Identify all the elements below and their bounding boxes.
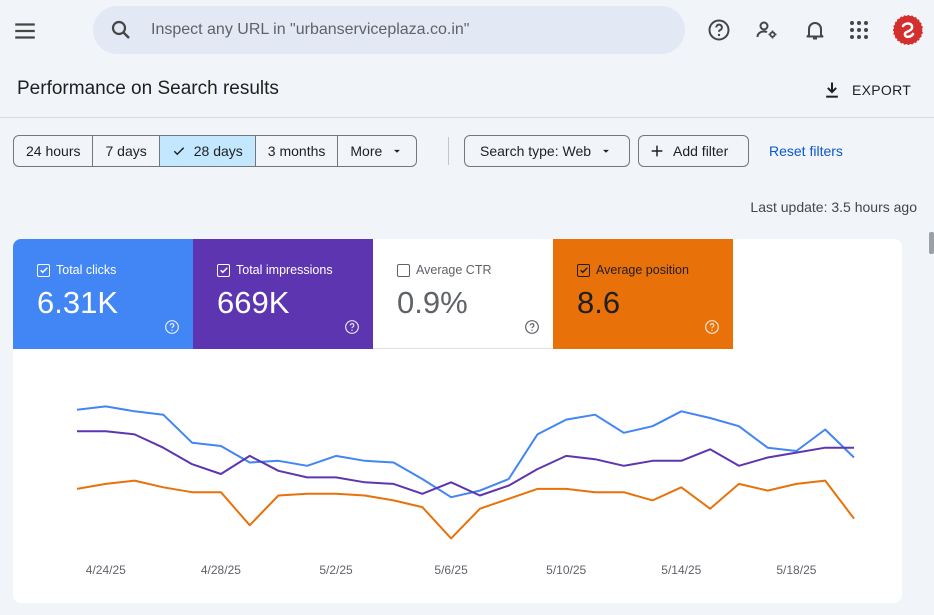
scrollbar-thumb[interactable] — [929, 232, 934, 254]
range-label: 24 hours — [26, 143, 81, 159]
plus-icon — [651, 145, 663, 157]
x-tick-label: 4/24/25 — [86, 563, 126, 577]
metric-value: 669K — [217, 285, 290, 320]
checkbox-checked-icon[interactable] — [217, 263, 230, 277]
metric-label: Average position — [596, 263, 689, 277]
date-range-selector: 24 hours 7 days 28 days 3 months More — [13, 135, 418, 167]
metric-value: 0.9% — [397, 285, 468, 320]
performance-card: Total clicks 6.31K Total impressions 669… — [13, 239, 902, 603]
apps-icon[interactable] — [847, 18, 871, 42]
search-type-filter[interactable]: Search type: Web — [464, 135, 630, 167]
add-filter-label: Add filter — [673, 143, 729, 159]
download-icon — [826, 82, 838, 98]
range-label: 28 days — [193, 143, 243, 159]
help-icon[interactable] — [524, 319, 540, 335]
metric-tile-position[interactable]: Average position 8.6 — [553, 239, 733, 349]
search-type-label: Search type: Web — [480, 143, 592, 159]
performance-chart: 4/24/25 4/28/25 5/2/25 5/6/25 5/10/25 5/14/25… — [76, 405, 855, 577]
url-inspect-search[interactable] — [93, 6, 685, 54]
range-24-hours[interactable]: 24 hours — [14, 136, 94, 166]
top-bar — [0, 0, 934, 62]
x-tick-label: 4/28/25 — [201, 563, 241, 577]
url-inspect-input[interactable] — [151, 16, 661, 44]
range-7-days[interactable]: 7 days — [93, 136, 160, 166]
page-title: Performance on Search results — [17, 78, 279, 99]
x-tick-label: 5/2/25 — [319, 563, 353, 577]
notifications-icon[interactable] — [803, 18, 827, 42]
metric-label: Average CTR — [416, 263, 492, 277]
x-tick-label: 5/14/25 — [661, 563, 701, 577]
help-icon[interactable] — [704, 319, 720, 335]
range-label: 7 days — [105, 143, 147, 159]
checkbox-checked-icon[interactable] — [37, 263, 50, 277]
metric-tile-clicks[interactable]: Total clicks 6.31K — [13, 239, 193, 349]
x-tick-label: 5/6/25 — [434, 563, 468, 577]
range-28-days[interactable]: 28 days — [159, 136, 256, 166]
avatar[interactable] — [892, 14, 924, 46]
reset-filters-link[interactable]: Reset filters — [769, 143, 843, 159]
search-icon — [111, 20, 130, 39]
metric-label: Total impressions — [236, 263, 333, 277]
range-3-months[interactable]: 3 months — [256, 136, 339, 166]
add-filter-button[interactable]: Add filter — [638, 135, 749, 167]
last-update-text: Last update: 3.5 hours ago — [750, 199, 917, 215]
page-header: Performance on Search results EXPORT — [0, 62, 934, 118]
help-icon[interactable] — [164, 319, 180, 335]
x-tick-label: 5/18/25 — [776, 563, 816, 577]
range-label: 3 months — [267, 143, 326, 159]
checkbox-unchecked-icon[interactable] — [397, 263, 410, 277]
range-label: More — [350, 143, 383, 159]
menu-icon[interactable] — [12, 18, 38, 44]
dropdown-arrow-icon — [394, 149, 401, 153]
metric-label: Total clicks — [56, 263, 117, 277]
metric-value: 8.6 — [577, 285, 621, 320]
export-label: EXPORT — [852, 82, 912, 98]
metric-value: 6.31K — [37, 285, 119, 320]
filter-divider — [448, 137, 449, 165]
help-icon[interactable] — [707, 18, 731, 42]
dropdown-arrow-icon — [603, 149, 609, 153]
export-button[interactable]: EXPORT — [822, 78, 911, 102]
check-icon — [173, 147, 184, 156]
range-more[interactable]: More — [338, 136, 416, 166]
series-line-2[interactable] — [76, 479, 855, 540]
metric-tile-ctr[interactable]: Average CTR 0.9% — [373, 239, 553, 349]
manage-users-icon[interactable] — [755, 18, 779, 42]
help-icon[interactable] — [344, 319, 360, 335]
x-tick-label: 5/10/25 — [546, 563, 586, 577]
checkbox-checked-icon[interactable] — [577, 263, 590, 277]
series-line-1[interactable] — [77, 430, 854, 497]
series-line-0[interactable] — [76, 405, 855, 499]
metric-tile-impressions[interactable]: Total impressions 669K — [193, 239, 373, 349]
